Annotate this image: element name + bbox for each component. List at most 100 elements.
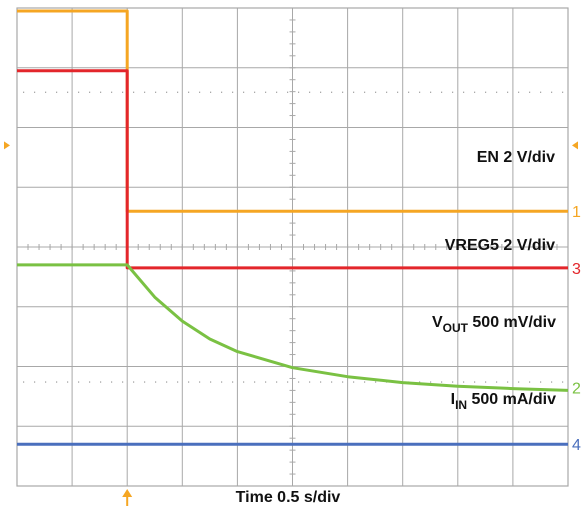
grid-dot xyxy=(188,381,190,383)
grid-dot xyxy=(78,381,80,383)
grid-dot xyxy=(507,91,509,93)
grid-dot xyxy=(221,91,223,93)
grid-dot xyxy=(551,381,553,383)
grid-dot xyxy=(287,381,289,383)
grid-dot xyxy=(89,381,91,383)
grid-dot xyxy=(298,381,300,383)
grid-dot xyxy=(78,91,80,93)
channel-markers: 1 3 2 4 xyxy=(4,141,581,506)
grid-dot xyxy=(243,381,245,383)
grid-dot xyxy=(67,91,69,93)
grid-dot xyxy=(133,381,135,383)
grid-dot xyxy=(34,381,36,383)
grid-dot xyxy=(551,91,553,93)
trigger-level-right-icon xyxy=(572,141,578,150)
grid-dot xyxy=(155,91,157,93)
grid-dot xyxy=(562,381,564,383)
grid-dot xyxy=(111,91,113,93)
grid-dot xyxy=(364,381,366,383)
grid-dot xyxy=(144,381,146,383)
grid-dot xyxy=(507,381,509,383)
grid-dot xyxy=(452,91,454,93)
channel-3-marker: 3 xyxy=(572,261,581,278)
grid-dot xyxy=(320,381,322,383)
grid-dot xyxy=(232,91,234,93)
grid-dot xyxy=(144,91,146,93)
grid-dot xyxy=(408,91,410,93)
en-label: EN 2 V/div xyxy=(477,149,555,166)
grid-dot xyxy=(463,381,465,383)
trigger-level-left-icon xyxy=(4,141,10,150)
grid-dot xyxy=(529,381,531,383)
grid-dot xyxy=(529,91,531,93)
grid-dot xyxy=(221,381,223,383)
grid-dot xyxy=(331,381,333,383)
grid-dot xyxy=(155,381,157,383)
grid-dot xyxy=(309,381,311,383)
grid-dot xyxy=(177,91,179,93)
trigger-arrow-icon xyxy=(122,489,133,497)
vreg5-label: VREG5 2 V/div xyxy=(445,237,555,254)
grid-dot xyxy=(320,91,322,93)
grid-dot xyxy=(210,381,212,383)
grid-dot xyxy=(199,381,201,383)
grid-dot xyxy=(441,381,443,383)
grid-dot xyxy=(199,91,201,93)
grid-dot xyxy=(386,91,388,93)
channel-2-marker: 2 xyxy=(572,380,581,397)
grid-dot xyxy=(562,91,564,93)
grid-dot xyxy=(34,91,36,93)
grid-dot xyxy=(133,91,135,93)
grid-dot xyxy=(243,91,245,93)
grid-dot xyxy=(188,91,190,93)
grid-dot xyxy=(23,381,25,383)
grid-dot xyxy=(56,91,58,93)
grid-dot xyxy=(56,381,58,383)
grid-dot xyxy=(122,91,124,93)
grid-dot xyxy=(496,91,498,93)
time-axis-label: Time 0.5 s/div xyxy=(236,489,341,506)
grid-dot xyxy=(419,381,421,383)
grid-dot xyxy=(254,381,256,383)
grid-dot xyxy=(23,91,25,93)
grid-dot xyxy=(276,91,278,93)
grid-dot xyxy=(177,381,179,383)
grid-dot xyxy=(364,91,366,93)
grid-dot xyxy=(375,381,377,383)
grid-dot xyxy=(540,91,542,93)
grid-dot xyxy=(166,91,168,93)
grid-dot xyxy=(265,91,267,93)
grid-dot xyxy=(254,91,256,93)
iin-label: IIN 500 mA/div xyxy=(451,391,556,412)
grid-dot xyxy=(474,381,476,383)
grid-dot xyxy=(331,91,333,93)
grid-dot xyxy=(485,381,487,383)
channel-1-marker: 1 xyxy=(572,204,581,221)
trace-ch3 xyxy=(17,69,568,270)
grid-dot xyxy=(441,91,443,93)
grid-dot xyxy=(122,381,124,383)
grid-dot xyxy=(309,91,311,93)
grid-dot xyxy=(353,91,355,93)
grid-dot xyxy=(496,381,498,383)
grid-dot xyxy=(276,381,278,383)
grid-dot xyxy=(45,91,47,93)
grid-dot xyxy=(265,381,267,383)
grid-dot xyxy=(100,91,102,93)
grid-dot xyxy=(67,381,69,383)
grid-dot xyxy=(287,91,289,93)
vout-label: VOUT 500 mV/div xyxy=(432,314,556,335)
grid-dot xyxy=(419,91,421,93)
grid-dot xyxy=(485,91,487,93)
grid-dot xyxy=(430,91,432,93)
grid-dot xyxy=(342,381,344,383)
grid-dot xyxy=(298,91,300,93)
grid-dot xyxy=(45,381,47,383)
grid-dot xyxy=(518,381,520,383)
grid-dot xyxy=(474,91,476,93)
grid-dot xyxy=(342,91,344,93)
channel-4-marker: 4 xyxy=(572,437,581,454)
grid-dot xyxy=(518,91,520,93)
grid-dot xyxy=(353,381,355,383)
grid-dot xyxy=(210,91,212,93)
